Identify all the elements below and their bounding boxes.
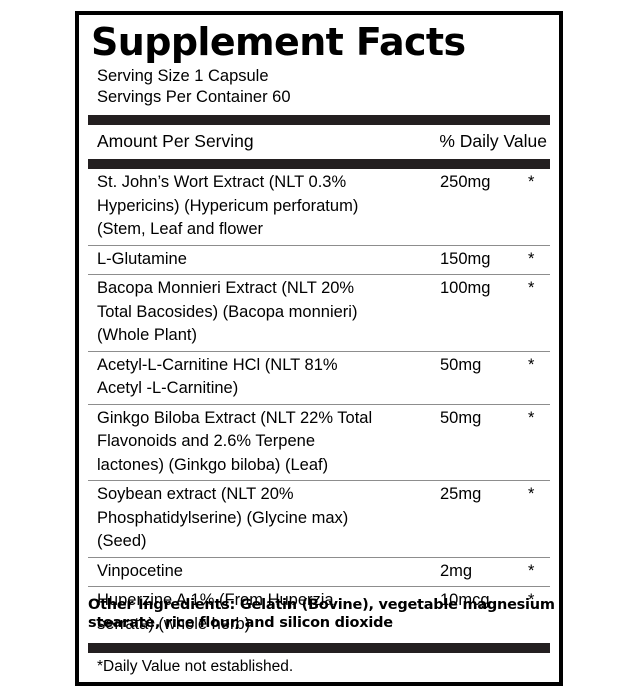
table-row: Soybean extract (NLT 20% Phosphatidylseri… bbox=[88, 480, 550, 557]
ingredient-name-line: Ginkgo Biloba Extract (NLT 22% Total bbox=[97, 408, 373, 427]
table-row: Bacopa Monnieri Extract (NLT 20% Total Ba… bbox=[88, 274, 550, 351]
heavy-rule-bottom bbox=[88, 643, 550, 653]
ingredient-name-line: lactones) (Ginkgo biloba) (Leaf) bbox=[97, 455, 329, 474]
ingredient-name-line: Soybean extract (NLT 20% bbox=[97, 485, 294, 503]
ingredient-amount: 25mg bbox=[440, 485, 482, 503]
amount-per-serving-header: Amount Per Serving bbox=[97, 131, 254, 151]
ingredient-name-line: (Seed) bbox=[97, 532, 147, 550]
table-row: Ginkgo Biloba Extract (NLT 22% Total Flav… bbox=[88, 403, 550, 481]
ingredient-amount: 10mcg bbox=[440, 591, 490, 609]
ingredient-name-line: (Whole Plant) bbox=[97, 326, 197, 344]
ingredient-daily-value: * bbox=[528, 249, 535, 268]
ingredient-daily-value: * bbox=[528, 408, 535, 427]
heavy-rule-under-header bbox=[88, 159, 550, 169]
ingredient-name-line: serrata) (whole herb) bbox=[97, 614, 251, 633]
heavy-rule-top bbox=[88, 115, 550, 125]
other-ingredients-line: stearate, rice flour, and silicon dioxid… bbox=[88, 615, 393, 631]
ingredient-name-line: St. John’s Wort Extract (NLT 0.3% bbox=[97, 173, 347, 191]
ingredient-daily-value: * bbox=[528, 279, 535, 297]
ingredient-amount: 250mg bbox=[440, 173, 491, 191]
ingredient-amount: 150mg bbox=[440, 249, 491, 268]
ingredient-name: Huperzine A 1% (From Huperzia serrata) (w… bbox=[97, 589, 449, 636]
ingredient-name-line: Phosphatidylserine) (Glycine max) bbox=[97, 508, 349, 527]
table-row-inner: Bacopa Monnieri Extract (NLT 20% Total Ba… bbox=[88, 277, 550, 348]
ingredient-name-line: Total Bacosides) (Bacopa monnieri) bbox=[97, 302, 358, 321]
serving-size-text: Serving Size 1 Capsule bbox=[97, 67, 269, 85]
ingredient-daily-value: * bbox=[528, 173, 535, 191]
ingredient-name: Vinpocetine bbox=[97, 560, 449, 584]
table-row-inner: Ginkgo Biloba Extract (NLT 22% Total Flav… bbox=[88, 407, 550, 478]
ingredient-daily-value: * bbox=[528, 561, 535, 580]
table-row: Acetyl-L-Carnitine HCl (NLT 81% Acetyl -L… bbox=[88, 350, 550, 404]
ingredient-name-line: (Stem, Leaf and flower bbox=[97, 220, 263, 238]
supplement-facts-panel: Supplement Facts Serving Size 1 Capsule … bbox=[75, 11, 563, 686]
table-row-inner: Huperzine A 1% (From Huperzia serrata) (w… bbox=[88, 589, 550, 636]
ingredient-amount: 50mg bbox=[440, 408, 482, 427]
ingredient-name-line: Hypericins) (Hypericum perforatum) bbox=[97, 196, 359, 215]
ingredient-daily-value: * bbox=[528, 591, 535, 609]
servings-per-container-text: Servings Per Container 60 bbox=[97, 88, 291, 106]
table-row-inner: St. John’s Wort Extract (NLT 0.3% Hyperic… bbox=[88, 171, 550, 242]
daily-value-header: % Daily Value bbox=[439, 131, 547, 151]
other-ingredients-line: Other Ingredients: Gelatin (Bovine), veg… bbox=[88, 597, 555, 613]
ingredient-name: Acetyl-L-Carnitine HCl (NLT 81% Acetyl -L… bbox=[97, 354, 449, 401]
table-row: Huperzine A 1% (From Huperzia serrata) (w… bbox=[88, 586, 550, 639]
table-row-inner: L-Glutamine 150mg * bbox=[88, 248, 550, 272]
table-row-inner: Vinpocetine 2mg * bbox=[88, 560, 550, 584]
ingredient-name-line: Vinpocetine bbox=[97, 561, 183, 580]
table-row-inner: Soybean extract (NLT 20% Phosphatidylseri… bbox=[88, 483, 550, 554]
table-row: Vinpocetine 2mg * bbox=[88, 556, 550, 587]
ingredient-name-line: Flavonoids and 2.6% Terpene bbox=[97, 432, 316, 450]
ingredient-name-line: Acetyl -L-Carnitine) bbox=[97, 379, 239, 397]
ingredient-name: L-Glutamine bbox=[97, 248, 449, 272]
ingredient-name-line: Acetyl-L-Carnitine HCl (NLT 81% bbox=[97, 355, 338, 374]
ingredient-daily-value: * bbox=[528, 355, 535, 374]
ingredient-name: St. John’s Wort Extract (NLT 0.3% Hyperic… bbox=[97, 171, 449, 242]
ingredient-amount: 100mg bbox=[440, 279, 491, 297]
table-row: L-Glutamine 150mg * bbox=[88, 244, 550, 275]
panel-title: Supplement Facts bbox=[91, 20, 466, 64]
ingredient-amount: 2mg bbox=[440, 561, 473, 580]
ingredient-name: Bacopa Monnieri Extract (NLT 20% Total Ba… bbox=[97, 277, 449, 348]
ingredient-daily-value: * bbox=[528, 485, 535, 503]
ingredient-name-line: Huperzine A 1% (From Huperzia bbox=[97, 591, 334, 609]
daily-value-footnote: *Daily Value not established. bbox=[97, 658, 294, 675]
serving-info: Serving Size 1 Capsule Servings Per Cont… bbox=[97, 66, 550, 108]
ingredient-name-line: L-Glutamine bbox=[97, 249, 187, 268]
table-row: St. John’s Wort Extract (NLT 0.3% Hyperic… bbox=[88, 169, 550, 245]
ingredient-name: Soybean extract (NLT 20% Phosphatidylseri… bbox=[97, 483, 449, 554]
supplement-facts-label: Supplement Facts Serving Size 1 Capsule … bbox=[75, 11, 563, 686]
column-header-row: Amount Per Serving % Daily Value bbox=[88, 125, 550, 156]
table-row-inner: Acetyl-L-Carnitine HCl (NLT 81% Acetyl -L… bbox=[88, 354, 550, 401]
other-ingredients-text: Other Ingredients: Gelatin (Bovine), veg… bbox=[88, 596, 555, 632]
ingredient-rows: St. John’s Wort Extract (NLT 0.3% Hyperic… bbox=[88, 169, 550, 639]
ingredient-name-line: Bacopa Monnieri Extract (NLT 20% bbox=[97, 279, 355, 297]
ingredient-name: Ginkgo Biloba Extract (NLT 22% Total Flav… bbox=[97, 407, 449, 478]
ingredient-amount: 50mg bbox=[440, 355, 482, 374]
